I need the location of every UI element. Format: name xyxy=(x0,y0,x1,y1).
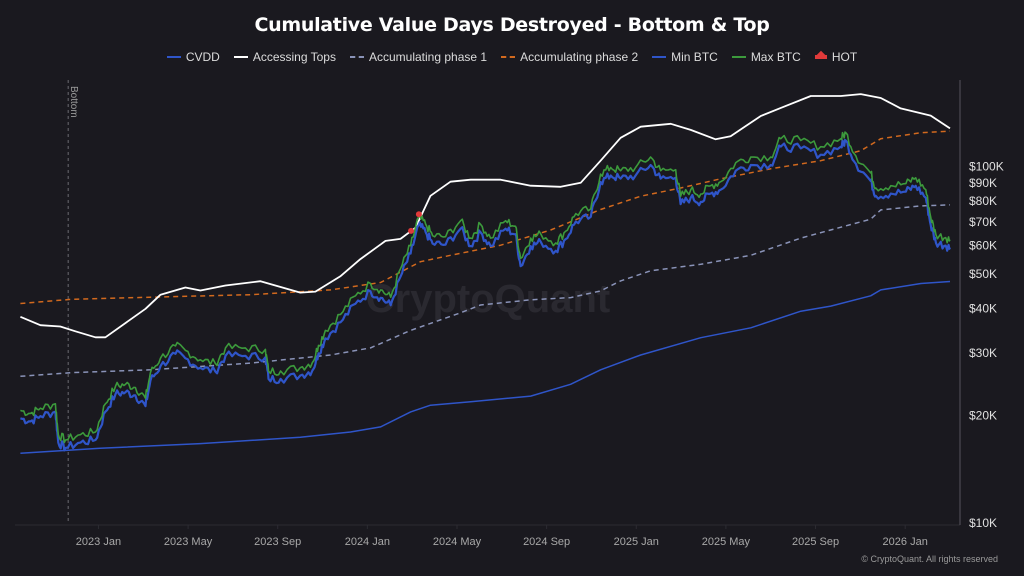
x-tick-label: 2023 May xyxy=(164,536,213,548)
legend-item-max-btc[interactable]: Max BTC xyxy=(731,50,801,64)
legend-label: Accumulating phase 2 xyxy=(520,50,639,64)
legend-label: Accumulating phase 1 xyxy=(368,50,488,64)
x-axis: 2023 Jan 2023 May 2023 Sep 2024 Jan 2024 May… xyxy=(15,524,960,548)
y-tick-label: $90K xyxy=(969,176,997,190)
y-tick-label: $10K xyxy=(969,516,997,530)
legend-item-hot[interactable]: HOT xyxy=(814,50,858,64)
x-tick-label: 2023 Jan xyxy=(76,536,121,548)
series-min-btc xyxy=(20,138,951,452)
legend-label: Accessing Tops xyxy=(252,50,336,64)
legend-item-accumulating-phase-2[interactable]: Accumulating phase 2 xyxy=(501,50,638,64)
y-tick-label: $70K xyxy=(969,215,997,229)
hot-marker xyxy=(415,211,422,218)
legend-swatch-hot xyxy=(814,55,827,59)
x-tick-label: 2025 May xyxy=(702,536,751,548)
legend-label: Max BTC xyxy=(750,50,801,64)
x-tick-label: 2023 Sep xyxy=(254,536,301,548)
x-tick-label: 2024 Sep xyxy=(523,536,570,548)
series-accumulating-phase-2 xyxy=(20,130,951,305)
legend-swatch-min-btc xyxy=(652,56,667,58)
legend-swatch-cvdd xyxy=(166,56,181,58)
x-tick-label: 2026 Jan xyxy=(883,536,928,548)
legend-swatch-accessing-tops xyxy=(233,56,248,58)
watermark: CryptoQuant xyxy=(366,277,610,321)
y-tick-label: $40K xyxy=(969,301,997,315)
x-tick-label: 2024 May xyxy=(433,536,482,548)
legend-label: Min BTC xyxy=(671,50,718,64)
legend: CVDD Accessing Tops Accumulating phase 1… xyxy=(0,50,1024,64)
legend-label: HOT xyxy=(831,50,858,64)
y-tick-label: $80K xyxy=(969,194,997,208)
legend-item-cvdd[interactable]: CVDD xyxy=(166,50,220,64)
legend-swatch-accumulating-phase-2 xyxy=(501,56,516,58)
chart-title: Cumulative Value Days Destroyed - Bottom… xyxy=(254,14,770,36)
legend-swatch-accumulating-phase-1 xyxy=(349,56,364,58)
legend-item-min-btc[interactable]: Min BTC xyxy=(652,50,718,64)
hot-marker xyxy=(408,227,415,234)
legend-label: CVDD xyxy=(185,50,220,64)
x-tick-label: 2024 Jan xyxy=(345,536,390,548)
legend-item-accumulating-phase-1[interactable]: Accumulating phase 1 xyxy=(349,50,488,64)
x-tick-label: 2025 Jan xyxy=(614,536,659,548)
y-tick-label: $100K xyxy=(969,160,1004,174)
y-tick-label: $20K xyxy=(969,409,997,423)
y-tick-label: $60K xyxy=(969,239,997,253)
series-cvdd xyxy=(20,280,951,454)
legend-item-accessing-tops[interactable]: Accessing Tops xyxy=(233,50,336,64)
bottom-marker-label: Bottom xyxy=(68,86,79,118)
copyright-notice: © CryptoQuant. All rights reserved xyxy=(861,554,998,564)
y-axis: $100K $90K $80K $70K $60K $50K $40K $30K $20K $10… xyxy=(959,80,1004,530)
legend-swatch-max-btc xyxy=(731,56,746,58)
y-tick-label: $50K xyxy=(969,267,997,281)
annotations: Bottom xyxy=(67,80,79,523)
y-tick-label: $30K xyxy=(969,346,997,360)
series-accessing-tops xyxy=(20,93,951,339)
series-accumulating-phase-1 xyxy=(20,204,951,378)
series-layer xyxy=(20,93,951,454)
x-tick-label: 2025 Sep xyxy=(792,536,839,548)
series-max-btc xyxy=(20,131,951,444)
